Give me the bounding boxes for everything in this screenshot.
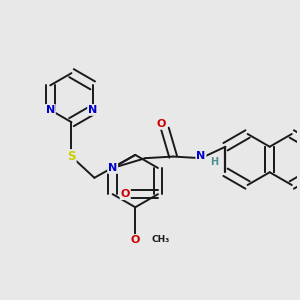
Text: N: N xyxy=(196,151,206,160)
Text: H: H xyxy=(211,157,219,167)
Text: N: N xyxy=(88,105,98,115)
Text: O: O xyxy=(121,189,130,199)
Text: CH₃: CH₃ xyxy=(152,236,170,244)
Text: O: O xyxy=(157,119,166,129)
Text: O: O xyxy=(130,235,140,245)
Text: S: S xyxy=(67,150,76,163)
Text: N: N xyxy=(108,163,117,173)
Text: N: N xyxy=(46,105,55,115)
